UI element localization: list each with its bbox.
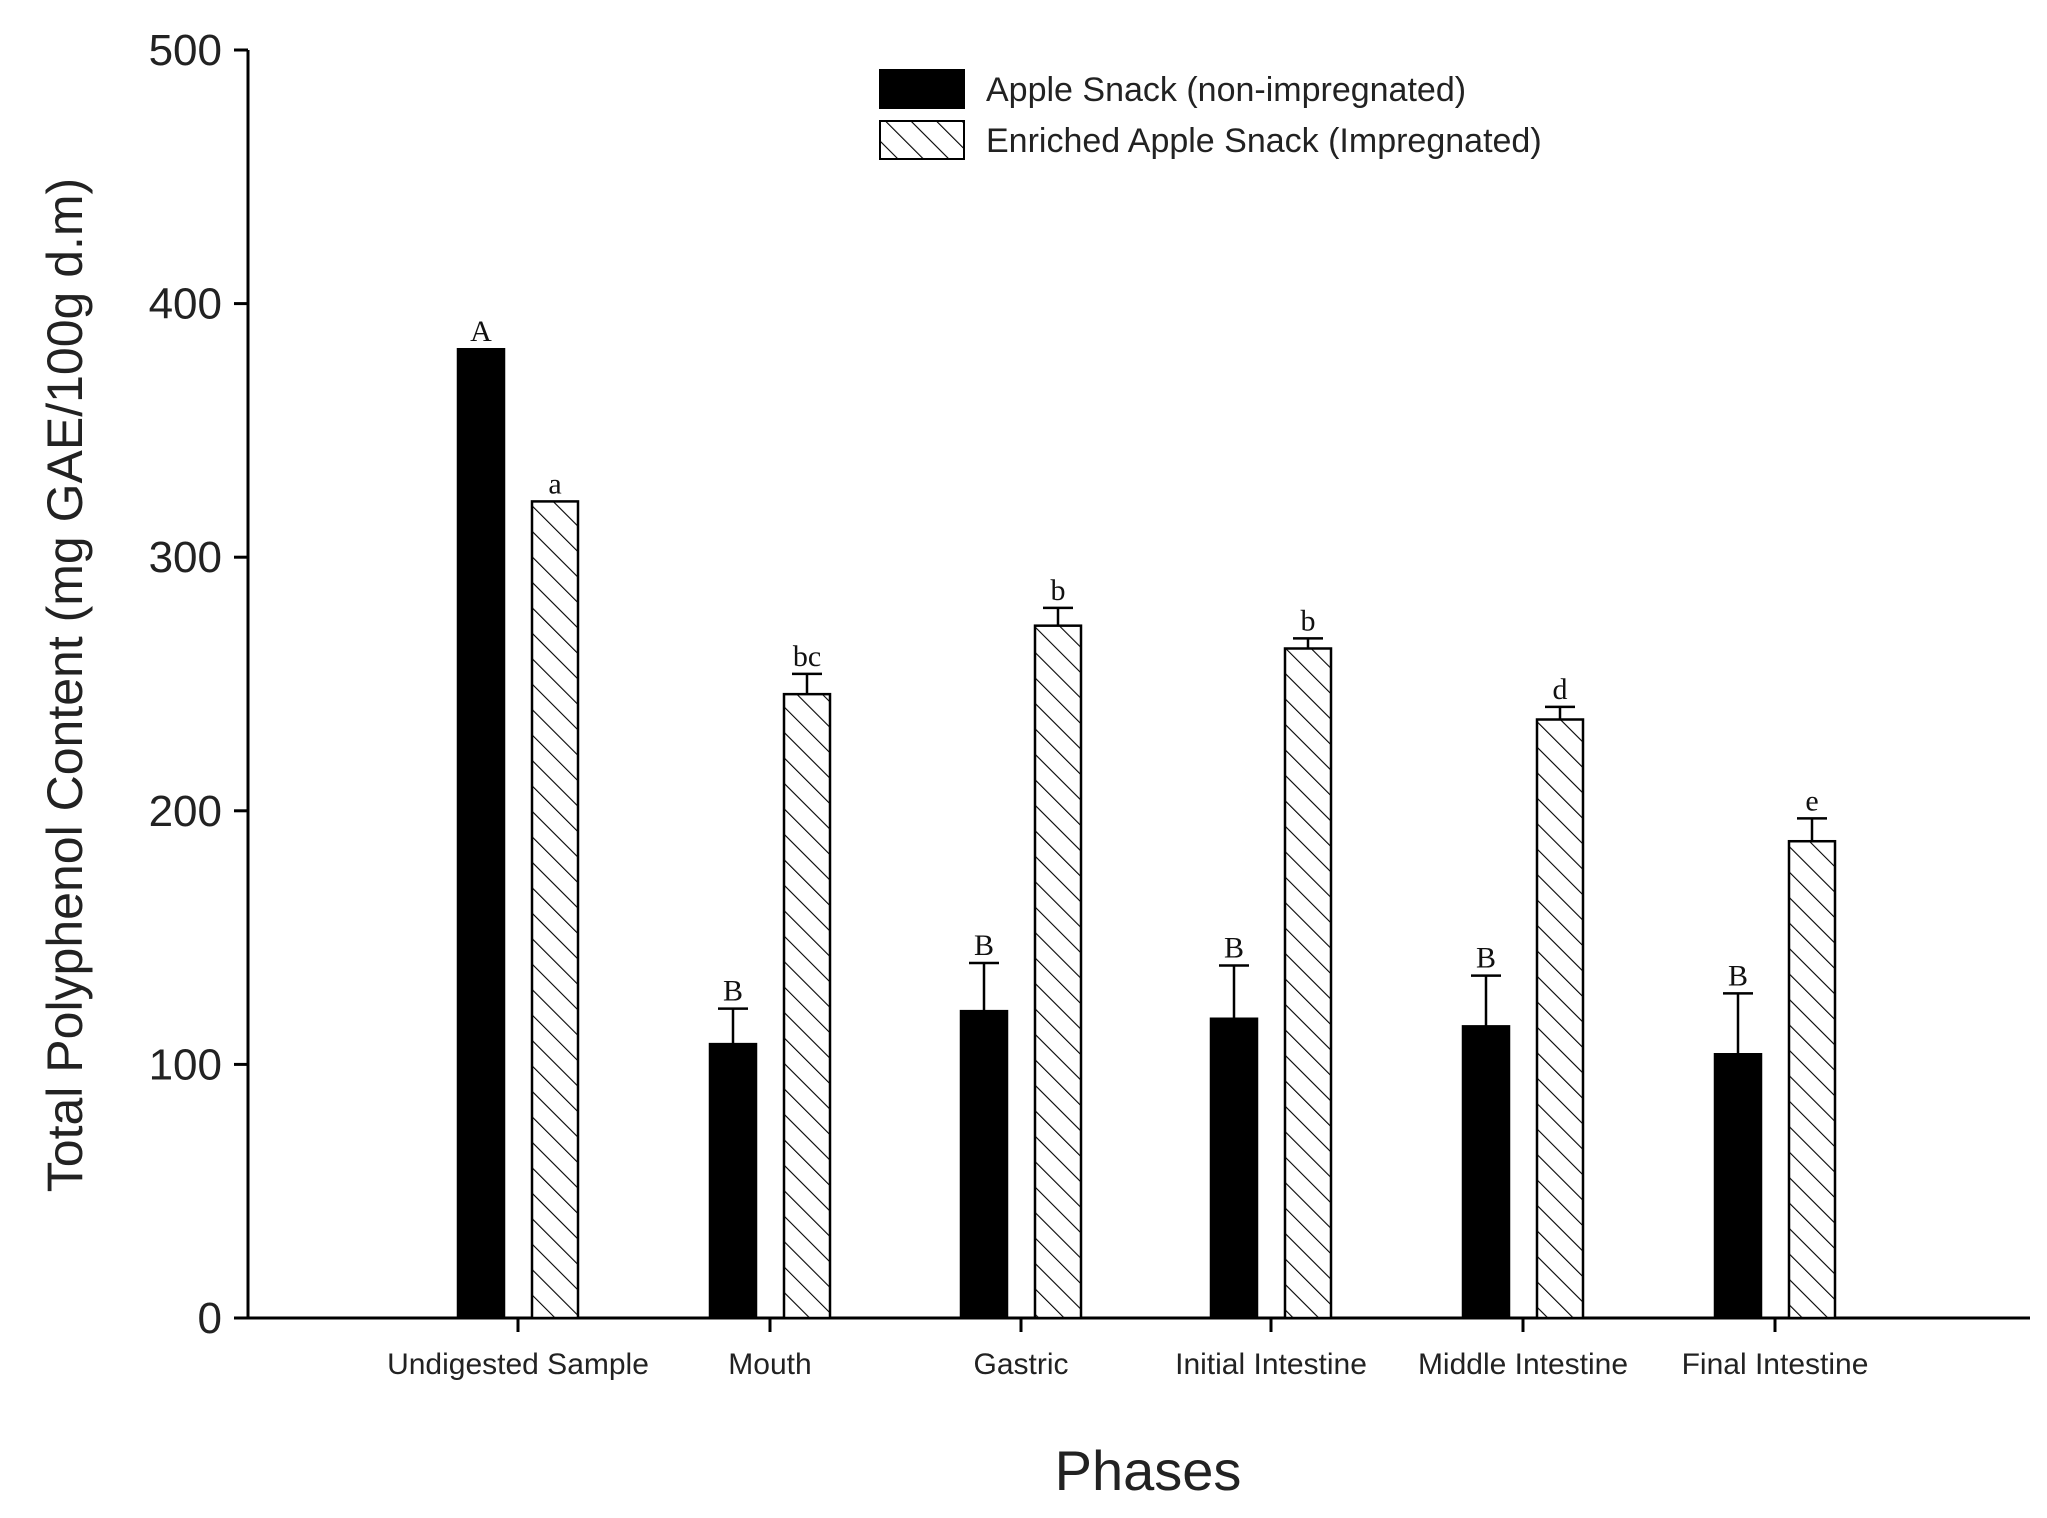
- significance-letter: b: [1051, 574, 1066, 607]
- bars: [456, 347, 1837, 1320]
- significance-letter: A: [470, 315, 492, 348]
- significance-letter: B: [723, 975, 743, 1008]
- x-tick-label: Undigested Sample: [387, 1348, 649, 1381]
- bar-impregnated: [1033, 624, 1083, 1320]
- x-tick-label: Middle Intestine: [1418, 1348, 1628, 1381]
- significance-letter: B: [974, 929, 994, 962]
- legend-swatch-solid: [879, 69, 965, 109]
- bar-non-impregnated: [1209, 1017, 1259, 1320]
- legend-label-series-2: Enriched Apple Snack (Impregnated): [986, 122, 1542, 160]
- significance-letter: bc: [793, 640, 821, 673]
- x-tick-label: Final Intestine: [1682, 1348, 1869, 1381]
- x-axis-label: Phases: [1055, 1439, 1242, 1502]
- x-ticks: Undigested Sample Mouth Gastric Initial Int…: [387, 1318, 1868, 1381]
- significance-letter: a: [548, 467, 561, 500]
- bar-non-impregnated: [1461, 1025, 1511, 1320]
- y-axis-label: Total Polyphenol Content (mg GAE/100g d.…: [37, 178, 93, 1192]
- legend-label-series-1: Apple Snack (non-impregnated): [986, 71, 1466, 109]
- bar-impregnated: [782, 692, 832, 1320]
- error-bars: [718, 606, 1827, 1055]
- significance-letter: e: [1805, 784, 1818, 817]
- bar-impregnated: [1535, 718, 1585, 1320]
- bar-non-impregnated: [1713, 1053, 1763, 1320]
- y-tick-label: 400: [149, 280, 222, 329]
- y-tick-label: 0: [198, 1294, 222, 1343]
- bar-non-impregnated: [456, 347, 506, 1320]
- significance-letter: B: [1476, 942, 1496, 975]
- significance-letter: d: [1553, 673, 1568, 706]
- y-tick-label: 300: [149, 533, 222, 582]
- bar-impregnated: [1787, 839, 1837, 1320]
- bar-impregnated: [1283, 647, 1333, 1320]
- bar-non-impregnated: [959, 1009, 1009, 1320]
- y-tick-label: 200: [149, 787, 222, 836]
- legend-swatch-hatched: [879, 120, 965, 160]
- y-tick-label: 100: [149, 1040, 222, 1089]
- significance-letter: B: [1224, 931, 1244, 964]
- significance-letters: Aa Bbc Bb Bb Bd Be: [470, 315, 1819, 1007]
- x-tick-label: Gastric: [973, 1348, 1068, 1381]
- bar-impregnated: [530, 500, 580, 1320]
- y-tick-label: 500: [149, 26, 222, 75]
- legend: Apple Snack (non-impregnated) Enriched A…: [879, 69, 1542, 160]
- significance-letter: B: [1728, 959, 1748, 992]
- axes: [246, 50, 2030, 1320]
- x-tick-label: Initial Intestine: [1175, 1348, 1367, 1381]
- bar-non-impregnated: [708, 1042, 758, 1320]
- x-tick-label: Mouth: [728, 1348, 811, 1381]
- significance-letter: b: [1301, 604, 1316, 637]
- y-ticks: 0 100 200 300 400 500: [149, 26, 248, 1343]
